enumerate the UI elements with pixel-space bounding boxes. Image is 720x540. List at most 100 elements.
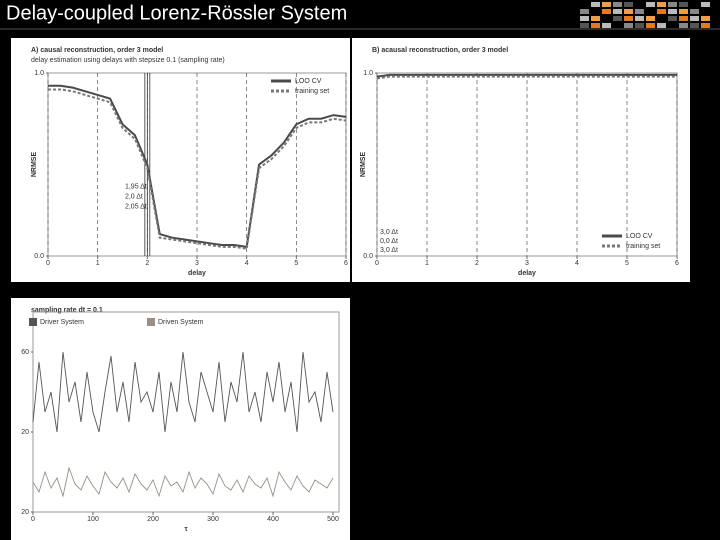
- x-tick-label: 1: [425, 260, 429, 267]
- y-tick-label: 20: [21, 429, 29, 436]
- deco-square: [624, 9, 633, 14]
- deco-square: [613, 2, 622, 7]
- deco-square: [657, 9, 666, 14]
- x-axis-label: delay: [188, 270, 206, 277]
- x-tick-label: 2: [475, 260, 479, 267]
- deco-square: [646, 16, 655, 21]
- legend-swatch: [29, 318, 37, 326]
- chart-subtitle: delay estimation using delays with steps…: [31, 57, 225, 64]
- x-tick-label: 2: [145, 260, 149, 267]
- deco-square: [613, 16, 622, 21]
- deco-square: [668, 16, 677, 21]
- x-tick-label: 6: [675, 260, 679, 267]
- chart-title: B) acausal reconstruction, order 3 model: [372, 47, 508, 54]
- series-line: [48, 88, 347, 250]
- deco-square: [624, 2, 633, 7]
- x-tick-label: 3: [525, 260, 529, 267]
- deco-square: [690, 16, 699, 21]
- legend-label: LOO CV: [295, 78, 322, 85]
- x-tick-label: 200: [147, 516, 159, 523]
- deco-square: [580, 23, 589, 28]
- chart-title: sampling rate dt = 0.1: [31, 307, 103, 314]
- series-line: [32, 466, 334, 498]
- deco-square: [591, 2, 600, 7]
- series-line: [376, 75, 677, 80]
- deco-square: [635, 16, 644, 21]
- annotation: 0,0 Δt: [380, 238, 398, 245]
- deco-square: [591, 16, 600, 21]
- x-tick-label: 3: [195, 260, 199, 267]
- plot-frame: [32, 311, 340, 513]
- deco-square: [602, 9, 611, 14]
- y-tick-label: 1.0: [34, 70, 44, 77]
- deco-square: [624, 23, 633, 28]
- panel: [11, 38, 350, 282]
- x-tick-label: 0: [46, 260, 50, 267]
- legend-label: Driven System: [158, 319, 204, 326]
- deco-square: [580, 16, 589, 21]
- chart-title: A) causal reconstruction, order 3 model: [31, 47, 163, 54]
- x-tick-label: 6: [344, 260, 348, 267]
- slide-title: Delay-coupled Lorenz-Rössler System: [6, 2, 347, 24]
- legend-label: training set: [626, 243, 660, 250]
- annotation: 3,0 Δt: [380, 247, 398, 254]
- y-tick-label: 0.0: [34, 253, 44, 260]
- x-tick-label: 500: [327, 516, 339, 523]
- deco-square: [679, 16, 688, 21]
- x-tick-label: 300: [207, 516, 219, 523]
- deco-square: [690, 9, 699, 14]
- deco-square: [657, 2, 666, 7]
- x-tick-label: 5: [625, 260, 629, 267]
- deco-square: [701, 2, 710, 7]
- y-tick-label: 60: [21, 349, 29, 356]
- x-axis-label: delay: [518, 270, 536, 277]
- y-tick-label: 1.0: [363, 70, 373, 77]
- series-line: [376, 73, 677, 78]
- series-line: [48, 84, 347, 248]
- panel: [352, 38, 690, 282]
- legend-label: Driver System: [40, 319, 84, 326]
- x-tick-label: 100: [87, 516, 99, 523]
- x-tick-label: 400: [267, 516, 279, 523]
- legend-swatch: [147, 318, 155, 326]
- annotation: 2,0 Δt: [125, 193, 143, 200]
- annotation: 2,05 Δt: [125, 203, 147, 210]
- deco-square: [613, 9, 622, 14]
- series-line: [32, 351, 334, 433]
- deco-square: [646, 2, 655, 7]
- deco-square: [668, 9, 677, 14]
- annotation: 3,0 Δt: [380, 229, 398, 236]
- deco-square: [690, 23, 699, 28]
- deco-square: [679, 2, 688, 7]
- deco-square: [624, 16, 633, 21]
- x-tick-label: 0: [31, 516, 35, 523]
- deco-square: [668, 2, 677, 7]
- x-tick-label: 5: [294, 260, 298, 267]
- legend-label: LOO CV: [626, 233, 653, 240]
- legend-label: training set: [295, 88, 329, 95]
- y-tick-label: 0.0: [363, 253, 373, 260]
- x-tick-label: 0: [375, 260, 379, 267]
- x-tick-label: 1: [96, 260, 100, 267]
- deco-square: [635, 23, 644, 28]
- deco-square: [701, 16, 710, 21]
- x-tick-label: 4: [575, 260, 579, 267]
- panel: [11, 298, 350, 540]
- annotation: 1,95 Δt: [125, 183, 147, 190]
- decoration: [580, 2, 710, 28]
- y-axis-label: NRMSE: [360, 152, 367, 178]
- deco-square: [657, 23, 666, 28]
- deco-square: [646, 23, 655, 28]
- y-tick-label: 20: [21, 509, 29, 516]
- deco-square: [602, 2, 611, 7]
- deco-square: [701, 23, 710, 28]
- deco-square: [679, 23, 688, 28]
- deco-square: [580, 9, 589, 14]
- deco-square: [602, 23, 611, 28]
- deco-square: [591, 23, 600, 28]
- x-axis-label: τ: [184, 526, 188, 533]
- deco-square: [635, 9, 644, 14]
- y-axis-label: NRMSE: [31, 152, 38, 178]
- deco-square: [679, 9, 688, 14]
